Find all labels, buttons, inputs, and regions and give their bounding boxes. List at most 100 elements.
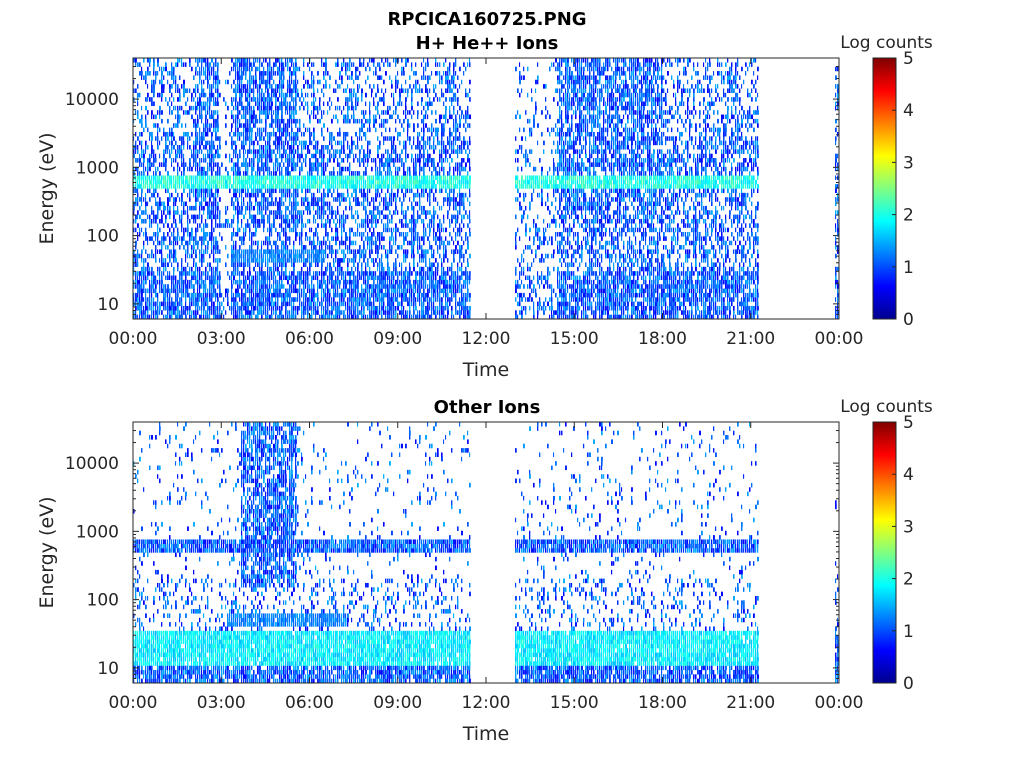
- spectrogram-cell: [247, 97, 249, 102]
- spectrogram-cell: [347, 101, 349, 107]
- spectrogram-cell: [335, 79, 337, 85]
- spectrogram-cell: [239, 249, 241, 254]
- spectrogram-cell: [247, 184, 249, 189]
- spectrogram-cell: [217, 79, 219, 85]
- spectrogram-cell: [317, 140, 319, 146]
- spectrogram-cell: [257, 58, 259, 63]
- spectrogram-cell: [207, 118, 209, 124]
- spectrogram-cell: [347, 249, 349, 254]
- spectrogram-cell: [209, 62, 211, 67]
- spectrogram-cell: [269, 227, 271, 233]
- spectrogram-cell: [265, 88, 267, 93]
- spectrogram-cell: [365, 249, 367, 254]
- spectrogram-cell: [199, 192, 201, 198]
- spectrogram-cell: [347, 105, 349, 111]
- spectrogram-cell: [369, 275, 371, 281]
- spectrogram-cell: [185, 101, 187, 107]
- spectrogram-cell: [239, 179, 241, 185]
- spectrogram-cell: [151, 210, 153, 215]
- spectrogram-cell: [309, 118, 311, 124]
- spectrogram-cell: [145, 75, 147, 80]
- spectrogram-cell: [241, 305, 243, 311]
- spectrogram-cell: [257, 301, 259, 307]
- spectrogram-cell: [285, 292, 287, 298]
- spectrogram-cell: [363, 171, 365, 176]
- spectrogram-cell: [263, 179, 265, 185]
- spectrogram-cell: [299, 105, 301, 111]
- spectrogram-cell: [263, 223, 265, 228]
- spectrogram-cell: [171, 127, 173, 133]
- spectrogram-cell: [361, 236, 363, 241]
- spectrogram-cell: [261, 92, 263, 98]
- spectrogram-cell: [281, 71, 283, 76]
- spectrogram-cell: [261, 249, 263, 254]
- spectrogram-cell: [329, 75, 331, 80]
- spectrogram-cell: [193, 214, 195, 220]
- spectrogram-cell: [239, 153, 241, 159]
- spectrogram-cell: [209, 179, 211, 185]
- spectrogram-cell: [249, 131, 251, 137]
- spectrogram-cell: [261, 240, 263, 246]
- spectrogram-cell: [267, 288, 269, 294]
- spectrogram-cell: [187, 310, 189, 315]
- spectrogram-cell: [367, 314, 369, 319]
- spectrogram-cell: [245, 223, 247, 228]
- spectrogram-cell: [397, 84, 399, 89]
- spectrogram-cell: [355, 184, 357, 189]
- spectrogram-cell: [247, 201, 249, 207]
- spectrogram-cell: [331, 236, 333, 241]
- spectrogram-cell: [389, 162, 391, 167]
- spectrogram-cell: [153, 175, 155, 180]
- spectrogram-cell: [311, 275, 313, 281]
- spectrogram-cell: [173, 79, 175, 85]
- spectrogram-cell: [277, 205, 279, 211]
- spectrogram-cell: [203, 127, 205, 133]
- spectrogram-cell: [343, 184, 345, 189]
- spectrogram-cell: [177, 118, 179, 124]
- spectrogram-cell: [381, 179, 383, 185]
- spectrogram-cell: [235, 66, 237, 72]
- spectrogram-cell: [291, 271, 293, 276]
- spectrogram-cell: [273, 71, 275, 76]
- spectrogram-cell: [293, 214, 295, 220]
- spectrogram-cell: [149, 271, 151, 276]
- spectrogram-cell: [353, 249, 355, 254]
- spectrogram-cell: [137, 192, 139, 198]
- spectrogram-cell: [205, 249, 207, 254]
- spectrogram-cell: [395, 236, 397, 241]
- spectrogram-cell: [309, 179, 311, 185]
- spectrogram-cell: [243, 131, 245, 137]
- spectrogram-cell: [299, 305, 301, 311]
- spectrogram-cell: [287, 84, 289, 89]
- spectrogram-cell: [239, 184, 241, 189]
- spectrogram-cell: [339, 153, 341, 159]
- spectrogram-cell: [253, 305, 255, 311]
- spectrogram-cell: [249, 279, 251, 285]
- spectrogram-cell: [385, 292, 387, 298]
- spectrogram-cell: [269, 145, 271, 150]
- spectrogram-cell: [283, 79, 285, 85]
- spectrogram-cell: [297, 131, 299, 137]
- spectrogram-cell: [205, 218, 207, 224]
- spectrogram-cell: [381, 171, 383, 176]
- spectrogram-cell: [283, 162, 285, 167]
- spectrogram-cell: [311, 140, 313, 146]
- spectrogram-cell: [241, 92, 243, 98]
- spectrogram-cell: [259, 288, 261, 294]
- spectrogram-cell: [267, 271, 269, 276]
- spectrogram-cell: [201, 253, 203, 259]
- spectrogram-cell: [325, 284, 327, 289]
- spectrogram-cell: [277, 271, 279, 276]
- spectrogram-cell: [195, 310, 197, 315]
- spectrogram-cell: [249, 205, 251, 211]
- spectrogram-cell: [313, 288, 315, 294]
- spectrogram-cell: [201, 305, 203, 311]
- spectrogram-cell: [345, 218, 347, 224]
- spectrogram-cell: [167, 245, 169, 250]
- spectrogram-cell: [233, 153, 235, 159]
- spectrogram-cell: [373, 71, 375, 76]
- spectrogram-cell: [209, 97, 211, 102]
- spectrogram-cell: [215, 188, 217, 194]
- spectrogram-cell: [251, 284, 253, 289]
- spectrogram-cell: [341, 66, 343, 72]
